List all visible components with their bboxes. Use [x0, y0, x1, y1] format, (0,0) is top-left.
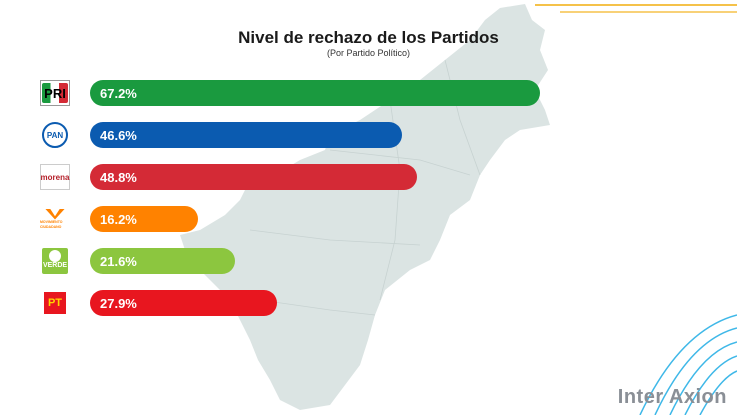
bar-value-label: 48.8%	[100, 169, 137, 185]
bar-mc: 16.2%	[90, 206, 199, 232]
bar-value-label: 46.6%	[100, 127, 137, 143]
chart-subtitle: (Por Partido Político)	[326, 48, 411, 58]
bar-pri: 67.2%	[90, 80, 540, 106]
bar-value-label: 27.9%	[100, 295, 137, 311]
bar-morena: 48.8%	[90, 164, 417, 190]
corner-arcs	[639, 314, 737, 415]
bar-verde: 21.6%	[90, 248, 235, 274]
pan-logo-icon: PAN	[40, 122, 70, 148]
bar-row-pri: PRI 67.2%	[0, 80, 737, 106]
bar-value-label: 67.2%	[100, 85, 137, 101]
bar-value-label: 16.2%	[100, 211, 137, 227]
bar-row-verde: VERDE 21.6%	[0, 248, 737, 274]
bar-pan: 46.6%	[90, 122, 403, 148]
morena-logo-icon: morena	[40, 164, 70, 190]
pri-logo-icon: PRI	[40, 80, 70, 106]
bar-value-label: 21.6%	[100, 253, 137, 269]
bar-row-morena: morena 48.8%	[0, 164, 737, 190]
mc-logo-icon: MOVIMIENTO CIUDADANO	[40, 206, 70, 232]
bar-row-pt: PT 27.9%	[0, 290, 737, 316]
bar-row-pan: PAN 46.6%	[0, 122, 737, 148]
brand-logo: Inter Axion	[617, 386, 727, 408]
verde-logo-icon: VERDE	[40, 248, 70, 274]
bar-row-mc: MOVIMIENTO CIUDADANO 16.2%	[0, 206, 737, 232]
bar-pt: 27.9%	[90, 290, 277, 316]
pt-logo-icon: PT	[40, 290, 70, 316]
chart-title: Nivel de rechazo de los Partidos	[238, 28, 499, 47]
